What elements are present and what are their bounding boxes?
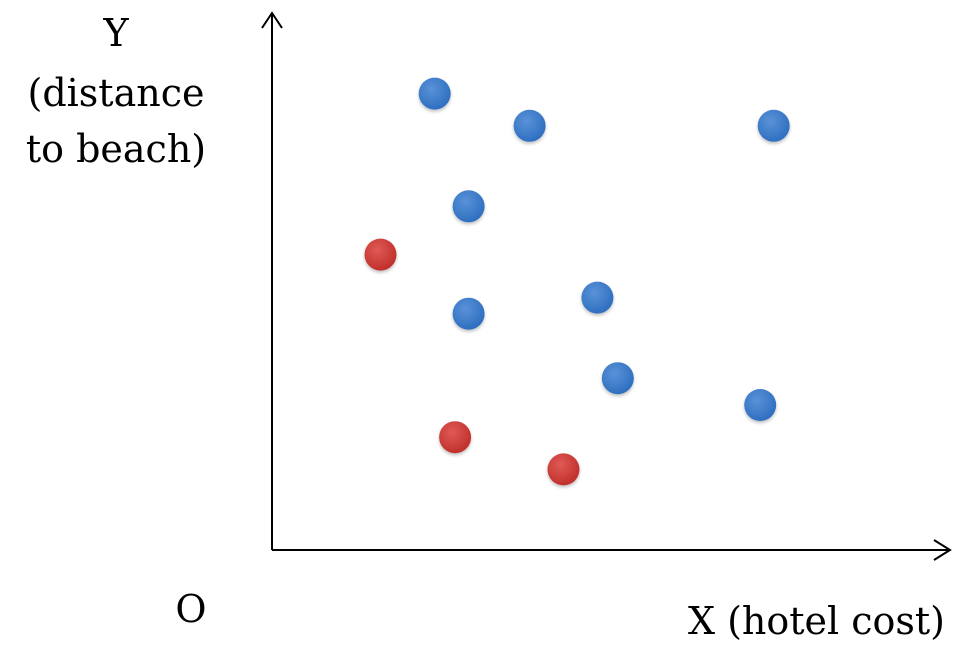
blue-point-3 <box>757 109 790 142</box>
blue-point-8 <box>744 389 777 421</box>
x-axis-label: X (hotel cost) <box>688 599 945 643</box>
y-axis-arrowhead <box>261 11 283 29</box>
blue-point-6 <box>581 281 614 314</box>
origin-label: O <box>175 587 206 631</box>
blue-point-4 <box>452 190 485 223</box>
x-axis-arrowhead <box>933 539 952 561</box>
y-axis-label-line1: (distance <box>28 71 205 115</box>
red-point-3 <box>547 453 580 486</box>
y-axis-label-line2: to beach) <box>26 127 206 171</box>
blue-point-1 <box>418 77 451 110</box>
blue-point-2 <box>513 109 546 142</box>
blue-point-7 <box>601 362 634 395</box>
red-point-2 <box>439 421 472 454</box>
red-point-1 <box>364 238 397 271</box>
blue-point-5 <box>452 297 485 330</box>
y-axis-letter: Y <box>102 11 129 55</box>
scatter-points <box>364 77 790 486</box>
